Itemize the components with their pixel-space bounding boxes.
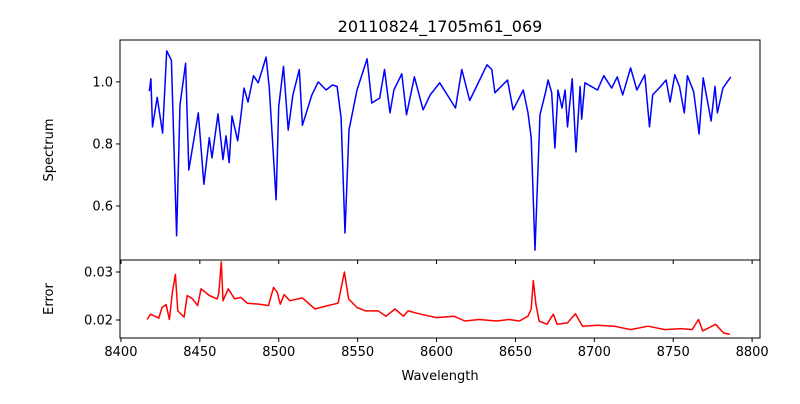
y-tick-label: 0.03 <box>84 266 113 281</box>
error-axes: 0.02 0.03 8400 8450 8500 8550 8600 8650 8700 8750… <box>84 259 769 360</box>
error-line <box>146 261 731 336</box>
x-tick-label: 8450 <box>183 345 216 360</box>
y-tick-label: 0.02 <box>84 314 113 329</box>
x-tick-label: 8600 <box>420 345 453 360</box>
x-tick-label: 8500 <box>262 345 295 360</box>
x-tick-label: 8700 <box>578 345 611 360</box>
x-tick-label: 8800 <box>736 345 769 360</box>
chart-title: 20110824_1705m61_069 <box>338 17 543 37</box>
x-tick-label: 8650 <box>499 345 532 360</box>
spectrum-axes: 0.6 0.8 1.0 <box>92 39 761 264</box>
error-ylabel: Error <box>42 283 57 315</box>
x-axis-label: Wavelength <box>401 369 478 384</box>
x-tick-label: 8550 <box>341 345 374 360</box>
spectrum-ylabel: Spectrum <box>42 119 57 182</box>
y-tick-label: 0.6 <box>92 200 113 215</box>
spectrum-line <box>148 50 732 251</box>
axes-frame <box>119 259 761 339</box>
x-tick-label: 8750 <box>657 345 690 360</box>
x-tick-label: 8400 <box>104 345 137 360</box>
y-tick-label: 1.0 <box>92 75 113 90</box>
axes-frame <box>119 39 761 261</box>
y-tick-label: 0.8 <box>92 137 113 152</box>
